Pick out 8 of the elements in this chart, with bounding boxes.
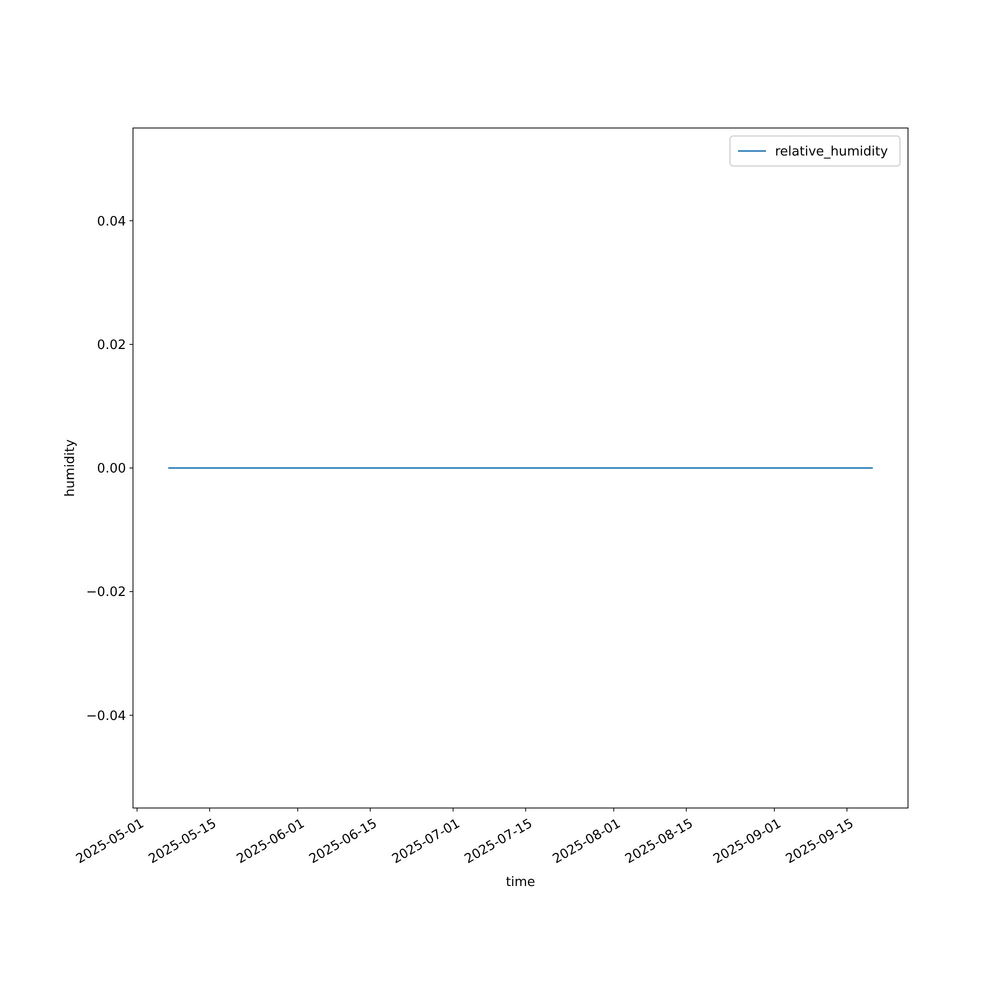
x-axis-title: time <box>506 875 536 890</box>
y-axis-title: humidity <box>63 438 78 497</box>
y-tick-label: 0.04 <box>97 214 126 230</box>
y-tick-label: 0.00 <box>97 462 126 477</box>
y-tick-label: 0.02 <box>97 338 126 353</box>
y-tick-label: −0.02 <box>86 585 126 600</box>
y-tick-label: −0.04 <box>86 708 126 724</box>
legend-label: relative_humidity <box>775 144 888 160</box>
